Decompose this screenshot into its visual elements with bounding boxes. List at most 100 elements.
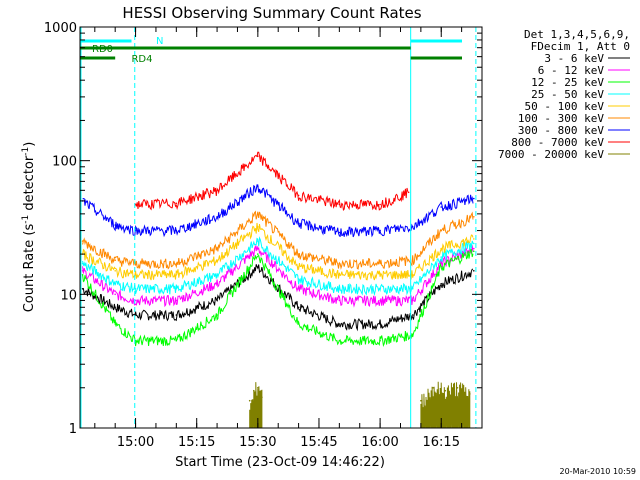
plot-frame (79, 26, 483, 429)
series-5-point-4 (216, 247, 218, 250)
series-layer (81, 151, 475, 429)
x-tick-label-5: 16:15 (423, 435, 460, 450)
y-tick-label-3: 1000 (44, 21, 77, 36)
series-0-point-1 (114, 306, 116, 309)
rd4-label: RD4 (131, 54, 152, 65)
series-8-point-7 (456, 387, 459, 389)
series-5-point-11 (473, 216, 475, 218)
series-0-point-4 (216, 299, 218, 302)
series-4-point-11 (473, 238, 475, 240)
series-5-point-1 (114, 259, 116, 262)
x-tick-label-4: 16:00 (361, 435, 398, 450)
series-2-point-4 (216, 314, 218, 316)
axis-layer: 1 10 100 1000 15:00 15:15 15:30 15:45 16:00 16:15 (44, 21, 483, 450)
series-1-point-8 (379, 299, 381, 302)
series-6-point-11 (473, 197, 475, 200)
series-4-point-8 (379, 274, 381, 276)
series-4-point-3 (175, 274, 178, 276)
series-3-point-1 (114, 282, 116, 285)
y-axis-label: Count Rate (s-1 detector-1) (21, 142, 37, 313)
series-2-point-3 (175, 339, 178, 342)
series-1-point-4 (216, 282, 218, 285)
series-0-point-5 (257, 266, 259, 268)
x-tick-label-2: 15:30 (239, 435, 276, 450)
chart-title: HESSI Observing Summary Count Rates (122, 4, 421, 22)
series-2-point-5 (257, 253, 259, 255)
series-5-point-0 (81, 240, 84, 242)
rd0-label: RD0 (92, 44, 113, 55)
series-1 (81, 244, 475, 308)
series-3-point-3 (175, 288, 178, 290)
series-6 (81, 184, 475, 238)
series-6-point-1 (114, 224, 116, 226)
series-2-line (82, 249, 474, 347)
series-2-point-9 (411, 333, 414, 336)
y-tick-label-2: 100 (52, 155, 77, 170)
legend-label-8: 7000 - 20000 keV (498, 148, 604, 161)
series-6-point-5 (257, 185, 259, 188)
series-3-point-8 (379, 288, 381, 290)
series-4 (81, 222, 475, 281)
legend-label-1: 6 - 12 keV (538, 64, 605, 77)
series-1-point-3 (175, 299, 178, 302)
series-2-point-8 (379, 339, 381, 342)
series-4-line (82, 222, 474, 281)
y-tick-label-1: 10 (60, 288, 77, 303)
x-tick-label-1: 15:15 (178, 435, 215, 450)
series-4-point-6 (297, 266, 300, 268)
series-6-point-9 (411, 226, 414, 228)
timestamp: 20-Mar-2010 10:59 (560, 467, 637, 476)
series-0-point-11 (473, 270, 475, 272)
legend-label-0: 3 - 6 keV (544, 52, 604, 65)
series-1-point-1 (114, 293, 116, 296)
series-6-point-10 (440, 206, 443, 208)
legend-header-line-1: Det 1,3,4,5,6,9, (524, 28, 630, 41)
series-8-point-0 (248, 399, 251, 402)
series-4-point-9 (411, 274, 414, 276)
series-5-point-8 (379, 262, 381, 265)
series-7-point-4 (297, 194, 300, 197)
series-8-segment-1 (420, 381, 471, 429)
x-tick-label-0: 15:00 (117, 435, 154, 450)
series-8-point-3 (261, 396, 263, 399)
series-7-point-7 (407, 191, 410, 194)
series-2-point-7 (338, 339, 341, 342)
series-4-point-10 (440, 247, 443, 250)
series-8-point-8 (469, 393, 471, 395)
svg-text:Count Rate (s-1 detector-1): Count Rate (s-1 detector-1) (21, 142, 37, 313)
legend-label-7: 800 - 7000 keV (511, 136, 604, 149)
series-1-point-0 (81, 270, 84, 272)
series-4-point-4 (216, 259, 218, 262)
series-0-point-7 (338, 323, 341, 325)
series-8-point-2 (257, 387, 259, 389)
series-0-point-8 (379, 323, 381, 325)
series-3-point-6 (297, 278, 300, 280)
series-3-point-2 (134, 288, 137, 290)
series-6-point-6 (297, 222, 300, 225)
series-6-line (82, 184, 474, 238)
series-2-point-6 (297, 323, 300, 325)
series-1-point-9 (411, 299, 414, 302)
series-5-point-9 (411, 259, 414, 262)
series-3-point-10 (440, 256, 443, 258)
series-1-point-7 (338, 299, 341, 302)
series-8-point-1 (253, 389, 255, 392)
series-2-point-10 (440, 266, 443, 268)
series-3 (81, 236, 475, 297)
series-6-point-3 (175, 229, 178, 232)
legend-label-5: 100 - 300 keV (518, 112, 604, 125)
series-5-point-6 (297, 253, 300, 255)
series-5-point-10 (440, 229, 443, 232)
legend-label-3: 25 - 50 keV (531, 88, 604, 101)
series-6-point-8 (379, 229, 381, 232)
series-2-point-1 (114, 323, 116, 325)
series-5 (81, 210, 475, 270)
legend-label-4: 50 - 100 keV (525, 100, 605, 113)
series-2-point-0 (81, 274, 84, 276)
series-0 (81, 264, 475, 332)
series-3-point-7 (338, 288, 341, 290)
series-3-point-5 (257, 240, 259, 242)
series-7-point-2 (216, 189, 218, 192)
series-7-line (135, 151, 409, 211)
legend-header-line-2: FDecim 1, Att 0 (531, 40, 630, 53)
